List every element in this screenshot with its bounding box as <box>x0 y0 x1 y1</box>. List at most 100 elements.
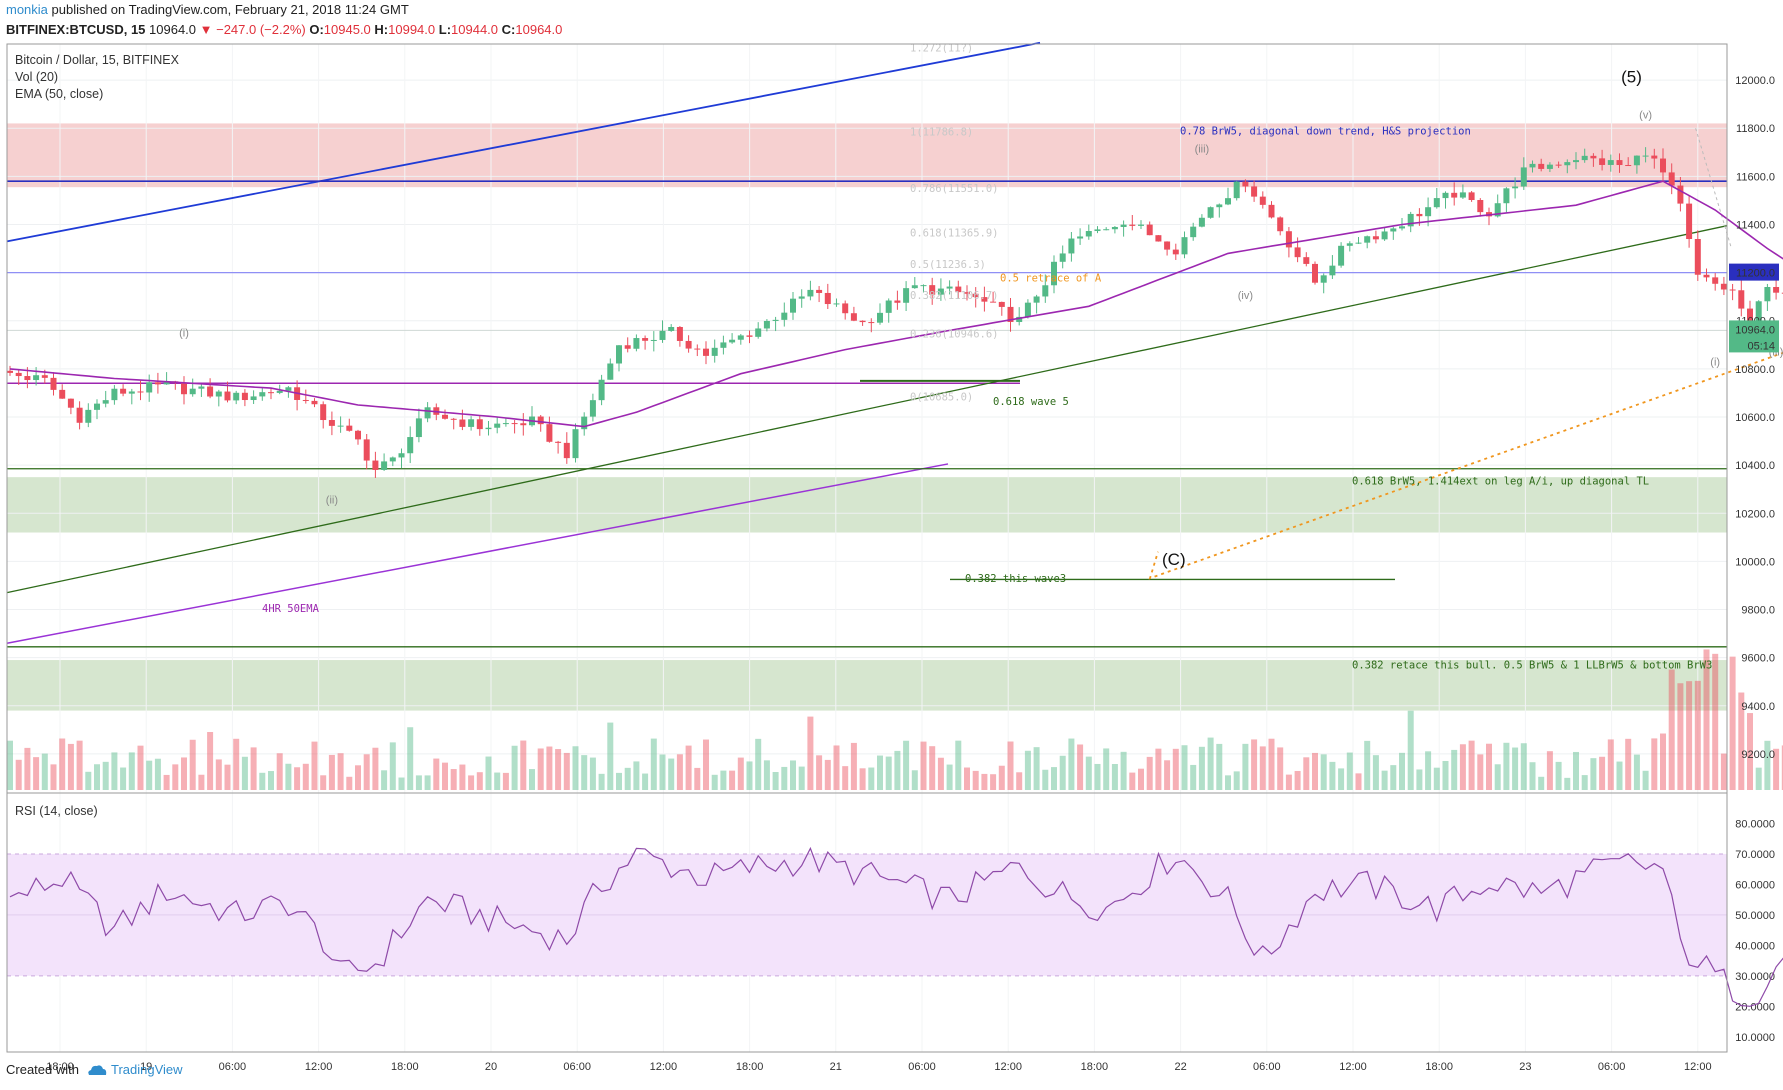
volume-bar <box>729 770 736 790</box>
volume-bar <box>268 771 274 790</box>
volume-bar <box>1007 741 1014 790</box>
candle-body <box>285 387 292 391</box>
candle-body <box>1024 302 1031 317</box>
volume-bar <box>1225 775 1231 790</box>
rsi-tick-label: 70.0000 <box>1735 849 1775 861</box>
candle-body <box>1155 235 1162 242</box>
time-tick-label: 06:00 <box>219 1061 247 1073</box>
support-zone-lower <box>7 660 1727 711</box>
candle-body <box>537 416 544 425</box>
candle-body <box>755 328 762 337</box>
candle-body <box>163 381 170 385</box>
volume-bar <box>1538 776 1545 790</box>
volume-bar <box>1459 744 1466 790</box>
candle-body <box>1094 229 1101 232</box>
candle-body <box>816 289 823 293</box>
axis-layer: 12000.011800.011600.011400.011200.011000… <box>7 44 1779 1073</box>
candle-body <box>659 330 666 340</box>
price-change: ▼ −247.0 (−2.2%) <box>199 22 306 37</box>
candle-body <box>1494 203 1501 217</box>
candle-body <box>1033 296 1040 303</box>
candle-body <box>1564 162 1571 166</box>
candle-body <box>1329 265 1336 276</box>
purple-4hr-ema-line <box>6 463 949 644</box>
candle-body <box>763 320 770 329</box>
candle-body <box>1764 287 1771 302</box>
volume-bar <box>1346 752 1353 790</box>
candle-body <box>1512 186 1519 189</box>
volume-bar <box>1651 738 1658 790</box>
volume-bar <box>111 752 118 790</box>
volume-bar <box>198 774 205 790</box>
volume-bar <box>1529 762 1536 790</box>
volume-bar <box>1129 772 1136 790</box>
volume-bar <box>67 743 74 790</box>
volume-bar <box>241 756 248 790</box>
volume-bar <box>1712 653 1719 790</box>
volume-bar <box>911 770 918 790</box>
last-price: 10964.0 <box>145 22 200 37</box>
candle-body <box>1146 224 1153 236</box>
volume-bar <box>1085 756 1092 790</box>
tradingview-logo[interactable]: TradingView <box>87 1062 183 1077</box>
volume-bar <box>1555 761 1562 790</box>
price-tick-label: 12000.0 <box>1735 75 1775 87</box>
last-price-badge-text: 10964.0 <box>1735 324 1775 336</box>
candle-body <box>981 297 988 302</box>
candle-body <box>1694 239 1701 275</box>
candle-body <box>1068 238 1075 254</box>
candle-body <box>146 382 153 393</box>
candle-body <box>1399 226 1405 229</box>
wave-label: (v) <box>1639 110 1652 122</box>
price-tick-label: 9600.0 <box>1741 653 1775 665</box>
candle-body <box>1364 236 1371 243</box>
volume-bar <box>459 764 466 790</box>
candle-body <box>1381 231 1388 240</box>
candle-body <box>1416 213 1423 217</box>
volume-bar <box>885 756 892 790</box>
volume-bar <box>276 753 283 790</box>
candle-body <box>181 382 187 395</box>
brw5-annotation: 0.78 BrW5, diagonal down trend, H&S proj… <box>1180 126 1471 138</box>
candle-body <box>1755 301 1762 321</box>
volume-bar <box>1277 747 1284 790</box>
candle-body <box>572 429 579 459</box>
candle-body <box>685 340 692 349</box>
candle-body <box>1268 204 1275 218</box>
volume-bar <box>1138 768 1144 790</box>
volume-bar <box>1564 777 1571 790</box>
wave-label-major: (5) <box>1621 68 1642 87</box>
candle-body <box>972 293 979 298</box>
volume-bar <box>1190 764 1197 790</box>
rsi-pane: 80.0000 70.0000 60.0000 50.0000 40.0000 30.00… <box>7 792 1783 1044</box>
volume-bar <box>1198 746 1205 790</box>
volume-bar <box>946 764 953 790</box>
green-diagonal-trendline <box>6 225 1728 594</box>
volume-bar <box>1312 752 1318 790</box>
rsi-tick-label: 40.0000 <box>1735 940 1775 952</box>
volume-bar <box>250 747 257 790</box>
volume-bar <box>215 759 222 790</box>
volume-bar <box>903 740 910 790</box>
volume-bar <box>137 745 144 790</box>
volume-bar <box>1268 738 1275 790</box>
volume-bar <box>1451 749 1458 790</box>
candle-body <box>59 389 66 399</box>
author-link[interactable]: monkia <box>6 2 48 17</box>
chart-header: monkia published on TradingView.com, Feb… <box>0 0 1783 44</box>
candle-body <box>1573 160 1579 163</box>
candle-body <box>1686 203 1693 240</box>
volume-bar <box>1694 680 1701 790</box>
volume-bar <box>990 774 997 790</box>
candle-body <box>1625 165 1632 167</box>
green-zone2-note: 0.382 retace this bull. 0.5 BrW5 & 1 LLB… <box>1352 659 1712 671</box>
volume-bar <box>537 748 544 790</box>
candle-body <box>650 339 657 341</box>
rsi-tick-label: 10.0000 <box>1735 1032 1775 1044</box>
volume-bar <box>50 764 57 790</box>
b-retrace-note: 0.5 retrace of A <box>1000 272 1102 284</box>
footer: Created with TradingView <box>6 1062 183 1077</box>
volume-bar <box>1494 764 1501 790</box>
candle-body <box>1555 164 1562 166</box>
